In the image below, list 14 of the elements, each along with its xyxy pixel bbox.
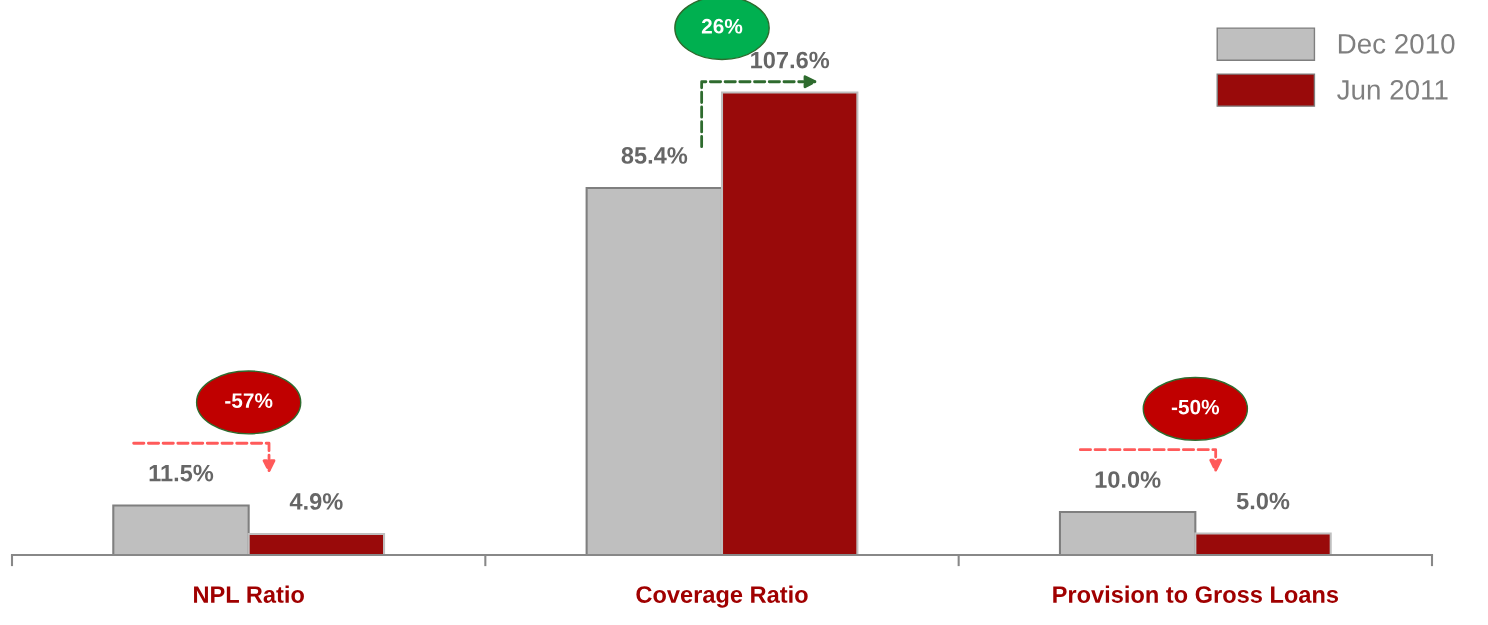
x-tick-label: NPL Ratio (194, 585, 304, 603)
data-label: 107.6% (751, 51, 830, 69)
x-tick-label: Provision to Gross Loans (1053, 585, 1339, 603)
data-label: 5.0% (1236, 492, 1290, 510)
data-label: 11.5% (149, 464, 214, 482)
annotation: -50% (1171, 399, 1220, 415)
data-label: 10.0% (1095, 471, 1161, 488)
annotation: -57% (225, 393, 273, 408)
text: 26% (701, 18, 743, 34)
x-tick-label: Coverage Ratio (636, 585, 808, 608)
legend-label: Dec 2010 (1338, 34, 1455, 54)
data-label: 4.9% (289, 493, 343, 510)
legend-label: Jun 2011 (1337, 79, 1448, 100)
data-label: 85.4% (621, 147, 688, 164)
